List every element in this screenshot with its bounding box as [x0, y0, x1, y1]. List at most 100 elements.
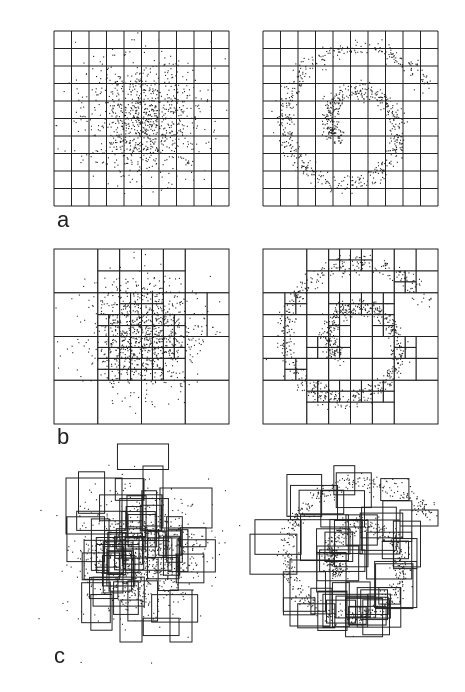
- quadtree-cell: [371, 248, 395, 272]
- bounding-box: [115, 528, 146, 550]
- quadtree-cell: [328, 303, 341, 316]
- quadtree-cell: [415, 248, 439, 272]
- quadtree-cell: [108, 357, 121, 370]
- bounding-box: [367, 593, 391, 619]
- quadtree-cell: [393, 248, 417, 272]
- bounding-box: [90, 594, 113, 631]
- bounding-box: [114, 478, 145, 501]
- quadtree-cell: [339, 325, 351, 337]
- bounding-box: [119, 599, 143, 643]
- quadtree-cell: [119, 357, 132, 370]
- bounding-box: [113, 581, 139, 615]
- bounding-box: [159, 487, 213, 529]
- bounding-box: [289, 484, 339, 521]
- quadtree-cell: [371, 325, 384, 337]
- quadtree-cell: [382, 379, 395, 392]
- bounding-box: [380, 478, 410, 502]
- quadtree-cell: [415, 270, 439, 294]
- bounding-box: [316, 528, 351, 555]
- panel-c-overlapping-boxes-blob: [38, 443, 241, 664]
- quadtree-cell: [350, 401, 373, 425]
- quadtree-cell: [262, 248, 308, 294]
- bounding-box: [361, 506, 397, 551]
- bounding-box: [66, 516, 106, 563]
- bounding-box: [348, 606, 367, 625]
- quadtree-cell: [328, 292, 341, 305]
- quadtree-cell: [53, 292, 99, 337]
- quadtree-cell: [306, 346, 319, 359]
- bounding-box: [158, 530, 182, 556]
- quadtree-cell: [53, 379, 99, 425]
- quadtree-cell: [339, 248, 351, 261]
- quadtree-cell: [173, 336, 186, 348]
- quadtree-cell: [206, 292, 230, 316]
- quadtree-cell: [339, 379, 351, 392]
- quadtree-cell: [119, 368, 132, 381]
- bounding-box: [399, 509, 439, 527]
- quadtree-cell: [262, 314, 286, 337]
- bounding-box: [360, 589, 389, 621]
- bounding-box: [142, 617, 180, 637]
- quadtree-cell: [306, 292, 330, 316]
- quadtree-cell: [295, 303, 308, 316]
- bounding-box: [325, 599, 357, 624]
- bounding-box: [81, 582, 111, 624]
- quadtree-cell: [97, 336, 110, 348]
- quadtree-cell: [173, 346, 186, 359]
- bounding-box: [319, 549, 366, 572]
- quadtree-cell: [262, 292, 286, 316]
- quadtree-cell: [371, 336, 395, 359]
- bounding-box: [316, 545, 360, 582]
- quadtree-cell: [306, 336, 319, 348]
- quadtree-cell: [415, 336, 439, 359]
- quadtree-cell: [97, 314, 110, 327]
- bounding-box: [345, 597, 384, 638]
- quadtree-cell: [119, 270, 142, 294]
- panel-a-uniform-grid-spiral: [262, 30, 439, 207]
- quadtree-cell: [328, 270, 351, 294]
- quadtree-cell: [306, 314, 330, 337]
- quadtree-cell: [306, 390, 319, 403]
- bounding-box: [126, 495, 147, 538]
- quadtree-cell: [382, 292, 395, 305]
- quadtree-cell: [162, 270, 186, 294]
- quadtree-cell: [141, 379, 186, 425]
- quadtree-cell: [404, 346, 417, 359]
- quadtree-cell: [328, 390, 341, 403]
- quadtree-cell: [339, 336, 351, 348]
- quadtree-cell: [262, 379, 308, 425]
- bounding-box: [169, 589, 193, 643]
- quadtree-cell: [382, 303, 395, 316]
- quadtree-cell: [119, 314, 132, 327]
- quadtree-cell: [53, 248, 99, 294]
- quadtree-cell: [119, 248, 142, 272]
- quadtree-cell: [393, 357, 417, 381]
- bounding-box: [345, 581, 371, 618]
- quadtree-cell: [53, 336, 99, 381]
- quadtree-cell: [97, 368, 110, 381]
- bounding-box: [286, 474, 323, 517]
- quadtree-cell: [328, 259, 341, 272]
- quadtree-cell: [206, 314, 230, 337]
- quadtree-cell: [350, 314, 373, 337]
- bounding-box: [95, 543, 140, 574]
- quadtree-cell: [284, 357, 297, 370]
- bounding-box: [125, 506, 143, 528]
- panel-b-quadtree-spiral: [262, 248, 439, 425]
- quadtree-cell: [371, 379, 384, 392]
- quadtree-cell: [328, 379, 341, 392]
- quadtree-cell: [97, 379, 142, 425]
- quadtree-cell: [184, 336, 230, 381]
- bounding-box: [392, 520, 421, 568]
- bounding-box: [179, 527, 207, 548]
- quadtree-cell: [404, 336, 417, 348]
- quadtree-cell: [393, 379, 439, 425]
- bounding-box: [151, 594, 199, 623]
- quadtree-cell: [350, 390, 362, 403]
- quadtree-cell: [141, 248, 164, 272]
- quadtree-cell: [306, 248, 330, 272]
- quadtree-cell: [119, 325, 132, 337]
- bounding-box: [333, 465, 356, 496]
- panel-b-quadtree-blob: [53, 248, 230, 425]
- bounding-box: [359, 519, 401, 555]
